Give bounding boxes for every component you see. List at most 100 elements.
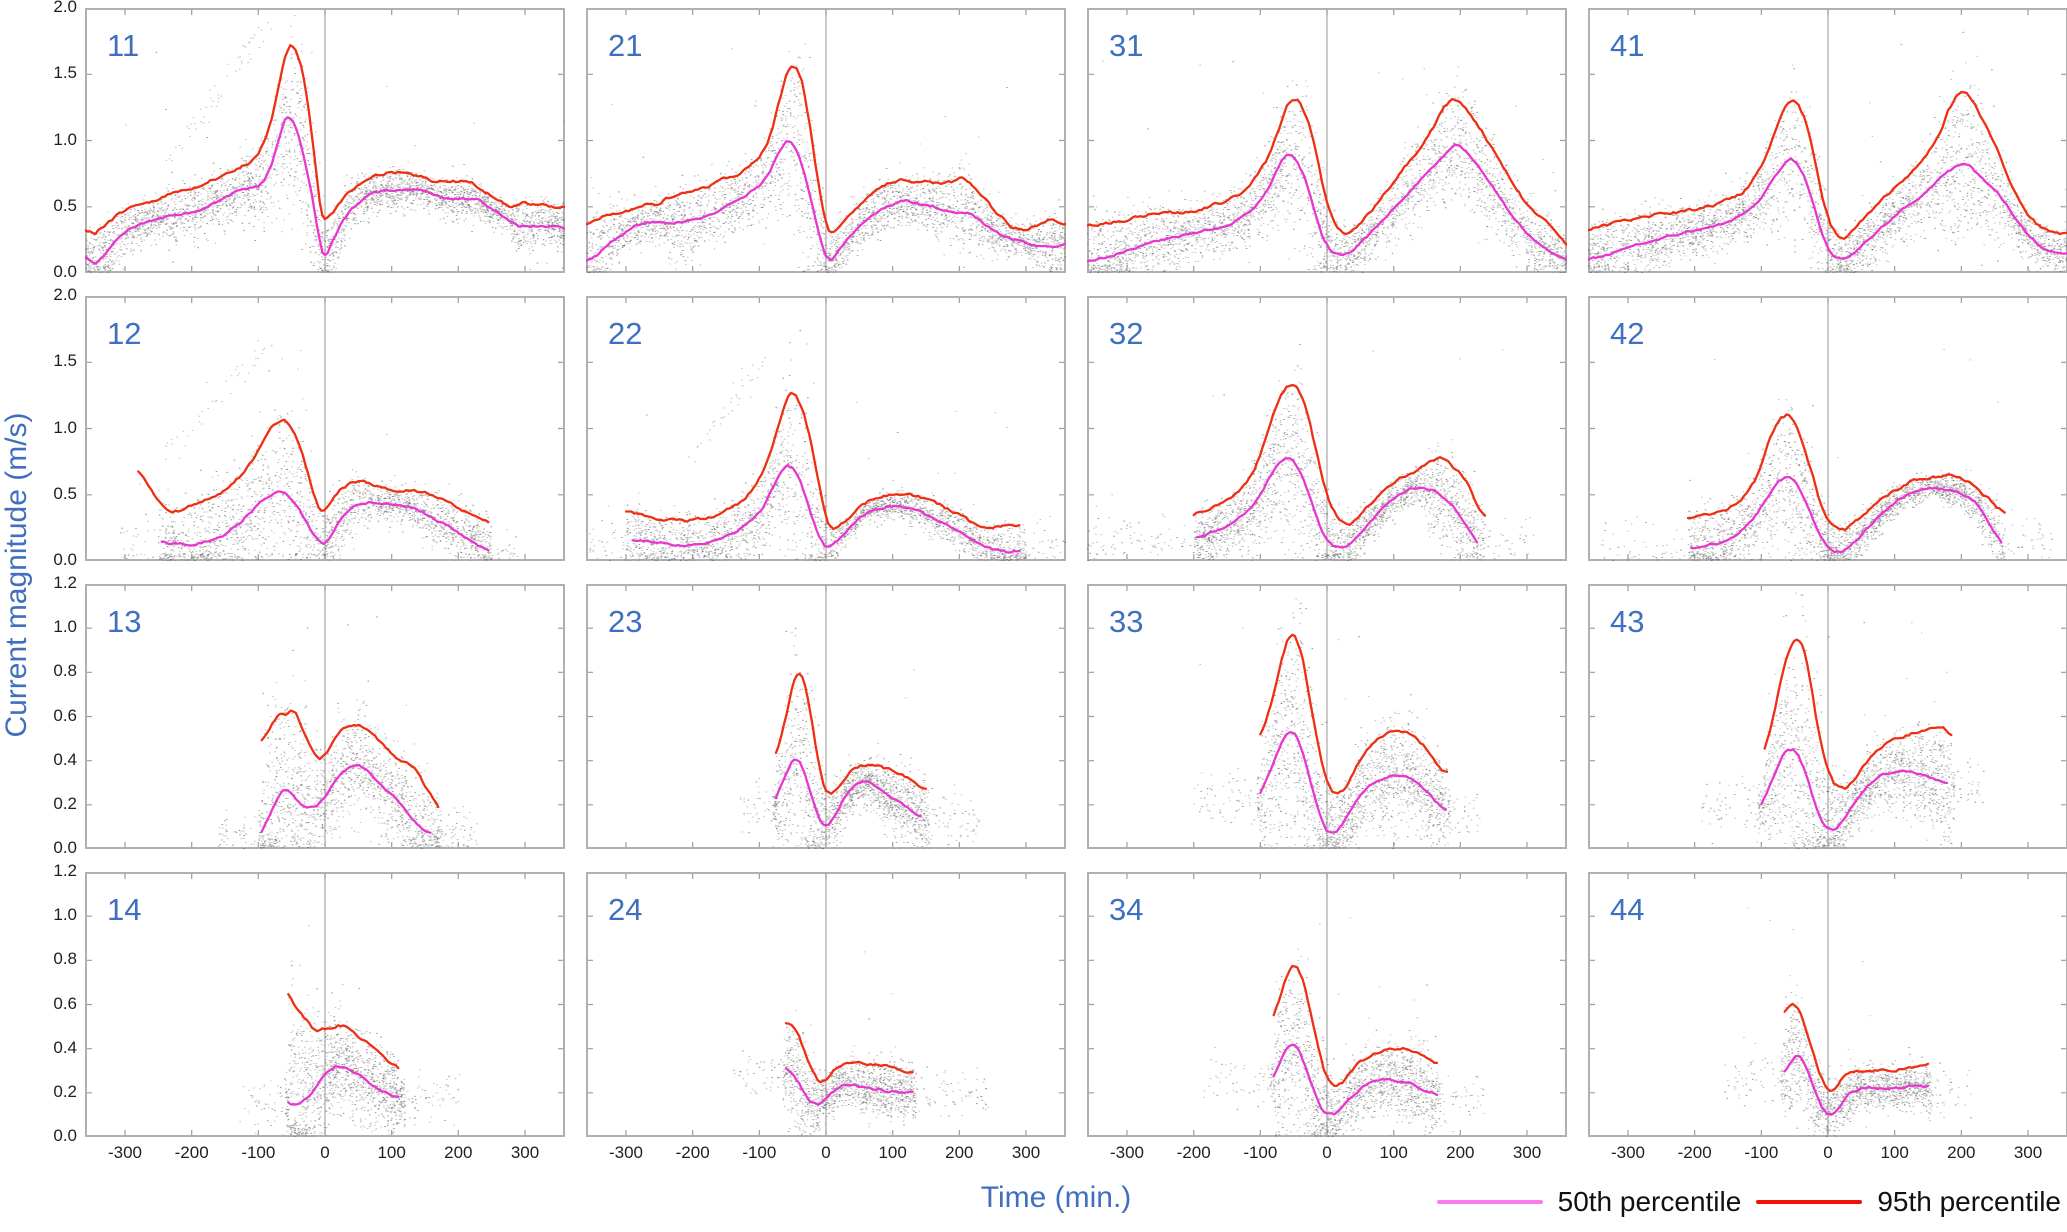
y-tick-label: 0.6 — [53, 993, 77, 1013]
p50-line — [586, 140, 1066, 263]
tick-marks — [1590, 586, 2066, 847]
panel-label: 33 — [1109, 604, 1143, 639]
p50-line — [774, 758, 922, 827]
y-tick-label: 1.5 — [53, 63, 77, 83]
tick-marks — [87, 874, 563, 1135]
y-tick-label: 0.8 — [53, 949, 77, 969]
y-tick-label: 0.6 — [53, 705, 77, 725]
y-tick-label: 1.0 — [53, 905, 77, 925]
y-tick-label: 0.0 — [53, 1126, 77, 1145]
panel-cell-43: 43 — [1588, 584, 2067, 849]
y-tick-label: 0.4 — [53, 1037, 77, 1057]
panel-21: 21 — [586, 8, 1066, 273]
panel-23: 23 — [586, 584, 1066, 849]
panel-label: 34 — [1109, 892, 1143, 927]
x-tick-label: 100 — [377, 1143, 406, 1162]
p95-line — [137, 418, 490, 524]
panel-43: 43 — [1588, 584, 2067, 849]
panel-cell-23: 23 — [586, 584, 1066, 849]
y-tick-label: 1.2 — [53, 573, 77, 592]
panel-cell-41: 41 — [1588, 8, 2067, 273]
tick-marks — [1089, 874, 1565, 1135]
panel-label: 43 — [1610, 604, 1644, 639]
y-tick-label: 2.0 — [53, 0, 77, 16]
p95-line — [1259, 633, 1449, 795]
panel-34: 34 — [1087, 872, 1567, 1137]
tick-marks — [588, 10, 1064, 271]
p50-line — [260, 763, 432, 834]
p95-line — [1087, 97, 1567, 246]
scatter-points — [732, 951, 989, 1137]
panel-cell-22: 22 — [586, 296, 1066, 561]
x-tick-label: 300 — [510, 1143, 540, 1162]
panel-cell-14: 14 0.0 0.2 0.4 0.6 0.8 1.0 1.2 -300 -200 -100 0 100 2… — [53, 861, 565, 1162]
x-tick-label: 100 — [1880, 1143, 1909, 1162]
p95-line — [1588, 90, 2067, 240]
p95-line — [586, 65, 1066, 234]
x-tick-label: 200 — [1446, 1143, 1475, 1162]
panel-11: 11 — [85, 8, 565, 273]
p50-line — [1760, 748, 1948, 831]
scatter-points-dark — [1588, 31, 2067, 273]
y-tick-label: 0.5 — [53, 195, 77, 215]
panel-cell-44: 44 -300 -200 -100 0 100 200 300 — [1588, 872, 2067, 1162]
x-tick-label: -300 — [608, 1143, 644, 1162]
x-tick-label: -200 — [1176, 1143, 1211, 1162]
panel-12: 12 — [85, 296, 565, 561]
tick-marks — [1089, 10, 1565, 271]
panel-cell-21: 21 — [586, 8, 1066, 273]
tick-marks — [87, 298, 563, 559]
p50-line — [631, 464, 1021, 554]
panel-31: 31 — [1087, 8, 1567, 273]
tick-marks — [1590, 298, 2066, 559]
panel-32: 32 — [1087, 296, 1567, 561]
panel-label: 42 — [1610, 316, 1644, 351]
x-tick-label: 300 — [2013, 1143, 2043, 1162]
panel-cell-13: 13 0.0 0.2 0.4 0.6 0.8 1.0 1.2 — [53, 573, 565, 857]
scatter-points-dark — [1087, 61, 1567, 273]
scatter-points-dark — [589, 330, 1066, 561]
p95-line — [1763, 638, 1953, 790]
legend-p95-swatch — [1756, 1200, 1863, 1204]
x-tick-label: 100 — [1379, 1143, 1408, 1162]
panel-label: 22 — [608, 316, 642, 351]
scatter-points — [122, 340, 519, 561]
panel-14: 14 — [85, 872, 565, 1137]
y-tick-label: 1.0 — [53, 129, 77, 149]
y-tick-label: 0.4 — [53, 749, 77, 769]
legend-p50-swatch — [1436, 1200, 1543, 1204]
tick-marks — [1089, 586, 1565, 847]
x-tick-label: 0 — [1823, 1143, 1833, 1162]
panel-24: 24 — [586, 872, 1066, 1137]
p95-line — [287, 993, 400, 1070]
p50-line — [287, 1064, 400, 1106]
tick-marks — [87, 586, 563, 847]
x-tick-label: 200 — [444, 1143, 473, 1162]
scatter-points-dark — [1701, 594, 1985, 849]
y-tick-label: 0.0 — [53, 262, 77, 281]
x-axis-title: Time (min.) — [980, 1181, 1132, 1214]
x-tick-label: 100 — [878, 1143, 907, 1162]
p95-line — [1192, 384, 1487, 527]
x-tick-label: 300 — [1512, 1143, 1542, 1162]
panel-grid: 11 0.0 0.5 1.0 1.5 2.0 21 31 41 12 0.0 0.5 1.0 1.5 2.0… — [53, 0, 2067, 1162]
y-tick-label: 0.0 — [53, 550, 77, 569]
x-tick-label: -100 — [241, 1143, 276, 1162]
scatter-points — [586, 43, 1066, 273]
legend-p95-label: 95th percentile — [1877, 1186, 2061, 1217]
x-tick-label: -200 — [1677, 1143, 1712, 1162]
y-tick-label: 2.0 — [53, 285, 77, 304]
p95-line — [1686, 413, 2006, 532]
tick-marks — [1089, 298, 1565, 559]
panel-cell-24: 24 -300 -200 -100 0 100 200 300 — [586, 872, 1066, 1162]
x-tick-label: -300 — [1610, 1143, 1646, 1162]
tick-marks — [588, 586, 1064, 847]
p95-line — [1783, 1002, 1930, 1092]
x-tick-label: -200 — [174, 1143, 209, 1162]
panel-cell-12: 12 0.0 0.5 1.0 1.5 2.0 — [53, 285, 565, 569]
y-tick-label: 1.0 — [53, 417, 77, 437]
y-tick-label: 0.8 — [53, 661, 77, 681]
p95-line — [774, 672, 928, 795]
scatter-points-dark — [250, 965, 460, 1137]
